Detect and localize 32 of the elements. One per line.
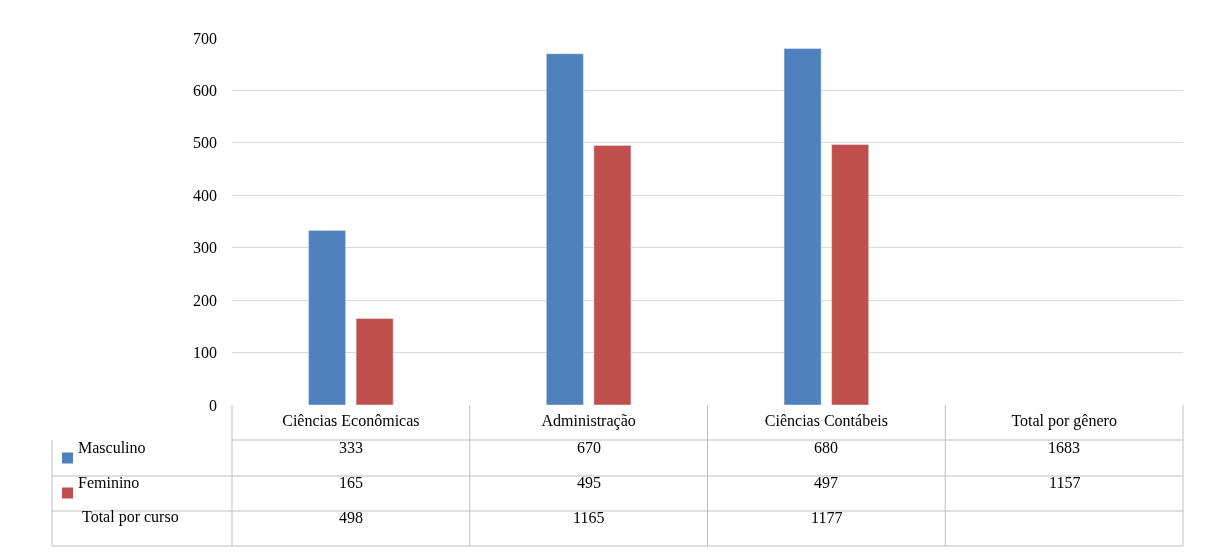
- text: Total por curso: [82, 508, 179, 526]
- data-label: 497: [814, 474, 838, 491]
- data-label: 333: [339, 439, 363, 456]
- x-tick-label: Administração: [541, 412, 636, 430]
- text: 1683: [1048, 439, 1080, 456]
- bar: [308, 230, 346, 405]
- legend-label: Feminino: [78, 474, 140, 491]
- bar: [546, 53, 584, 405]
- bar: [831, 144, 869, 405]
- legend-label: Masculino: [78, 439, 146, 456]
- y-tick-label: 200: [193, 291, 217, 309]
- y-tick-label: 700: [193, 29, 217, 47]
- data-label: 670: [577, 439, 601, 456]
- y-tick-label: 600: [193, 82, 217, 100]
- text: 498: [339, 509, 363, 526]
- x-tick-label: Ciências Econômicas: [282, 412, 420, 429]
- y-tick-label: 400: [193, 186, 217, 204]
- y-tick-label: 100: [193, 344, 217, 362]
- bar: [593, 145, 632, 405]
- data-label: 680: [814, 439, 838, 456]
- data-label: 495: [577, 474, 601, 491]
- text: 1177: [811, 509, 843, 526]
- text: 1157: [1049, 474, 1081, 491]
- data-label: 165: [339, 474, 363, 491]
- y-tick-label: 500: [193, 134, 217, 152]
- bar: [783, 48, 822, 405]
- y-tick-label: 300: [193, 239, 217, 257]
- bar: [355, 318, 394, 405]
- x-tick-label: Total por gênero: [1011, 412, 1117, 430]
- y-tick-label: 0: [209, 396, 217, 414]
- x-tick-label: Ciências Contábeis: [764, 412, 888, 429]
- text: 1165: [573, 509, 605, 526]
